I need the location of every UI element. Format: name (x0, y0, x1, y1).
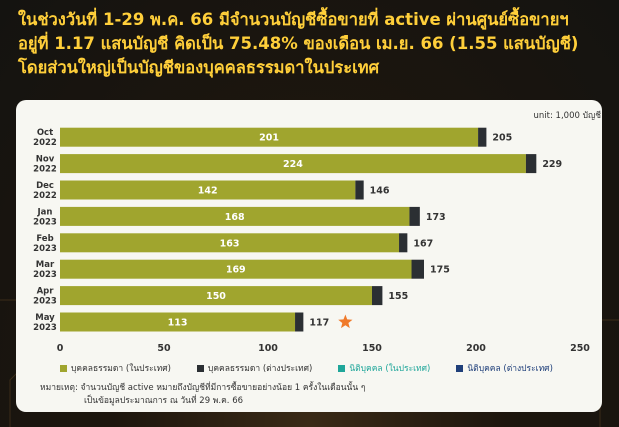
legend-swatch (60, 364, 67, 372)
bar-segment-2 (372, 286, 383, 306)
legend-label: นิติบุคคล (ต่างประเทศ) (467, 364, 553, 374)
bar-segment-1 (60, 312, 296, 332)
legend-swatch (456, 364, 464, 372)
legend-swatch (338, 364, 346, 372)
bar-segment-1 (60, 286, 372, 306)
bar-segment-2 (355, 180, 364, 200)
bar-total-label: 173 (426, 212, 446, 223)
bar-total-label: 175 (430, 265, 450, 276)
category-label: Oct 2022 (33, 128, 57, 148)
x-tick-label: 0 (57, 343, 64, 354)
bar-segment-1 (60, 233, 400, 253)
footnote-line-1: หมายเหตุ: จำนวนบัญชี active หมายถึงบัญชี… (40, 383, 366, 393)
bar-segment-2 (399, 233, 408, 253)
x-tick-label: 200 (466, 343, 486, 354)
bar-segment-1 (60, 206, 410, 226)
bar-value-label: 142 (198, 186, 218, 197)
category-label: Mar 2023 (33, 260, 57, 280)
bar-segment-1 (60, 259, 412, 279)
bar-total-label: 167 (413, 238, 433, 249)
legend-item: บุคคลธรรมดา (ต่างประเทศ) (196, 361, 313, 375)
bar-value-label: 113 (168, 318, 188, 329)
footnote: หมายเหตุ: จำนวนบัญชี active หมายถึงบัญชี… (40, 382, 600, 408)
unit-label: unit: 1,000 บัญชี (533, 111, 601, 121)
bar-segment-2 (525, 154, 537, 174)
bar-value-label: 201 (259, 133, 279, 144)
highlight-star-icon (338, 314, 353, 329)
footnote-line-2: เป็นข้อมูลประมาณการ ณ วันที่ 29 พ.ค. 66 (84, 396, 244, 406)
bar-total-label: 155 (388, 291, 408, 302)
bar-value-label: 169 (226, 265, 246, 276)
bar-segment-2 (295, 312, 304, 332)
bar-segment-1 (60, 180, 356, 200)
category-label: Nov 2022 (33, 155, 57, 175)
legend-item: นิติบุคคล (ในประเทศ) (338, 361, 430, 375)
chart-legend: บุคคลธรรมดา (ในประเทศ) บุคคลธรรมดา (ต่างป… (60, 361, 600, 375)
bar-total-label: 229 (542, 159, 562, 170)
category-label: Dec 2022 (33, 181, 57, 201)
bar-total-label: 205 (492, 133, 512, 144)
bar-segment-2 (411, 259, 424, 279)
category-label: Feb 2023 (33, 234, 57, 254)
bar-total-label: 146 (370, 186, 390, 197)
category-label: May 2023 (33, 313, 57, 333)
bar-segment-2 (478, 127, 487, 147)
legend-label: บุคคลธรรมดา (ต่างประเทศ) (207, 364, 313, 374)
legend-item: บุคคลธรรมดา (ในประเทศ) (60, 361, 171, 375)
legend-label: นิติบุคคล (ในประเทศ) (349, 364, 431, 374)
x-tick-label: 100 (258, 343, 278, 354)
category-label: Jan 2023 (33, 207, 57, 227)
bar-segment-1 (60, 127, 479, 147)
bar-value-label: 168 (225, 212, 245, 223)
headline-line-2: อยู่ที่ 1.17 แสนบัญชี คิดเป็น 75.48% ของ… (18, 34, 579, 53)
headline-line-3: โดยส่วนใหญ่เป็นบัญชีของบุคคลธรรมดาในประเ… (18, 58, 380, 77)
bar-value-label: 163 (220, 238, 240, 249)
bar-segment-2 (409, 206, 420, 226)
legend-swatch (196, 364, 204, 372)
headline-line-1: ในช่วงวันที่ 1-29 พ.ค. 66 มีจำนวนบัญชีซื… (18, 10, 569, 29)
category-label: Apr 2023 (33, 287, 57, 307)
x-tick-label: 150 (362, 343, 382, 354)
headline: ในช่วงวันที่ 1-29 พ.ค. 66 มีจำนวนบัญชีซื… (18, 8, 608, 80)
chart-panel (16, 100, 602, 412)
bar-value-label: 150 (206, 291, 226, 302)
legend-item: นิติบุคคล (ต่างประเทศ) (456, 361, 553, 375)
x-tick-label: 50 (157, 343, 171, 354)
x-tick-label: 250 (570, 343, 590, 354)
legend-label: บุคคลธรรมดา (ในประเทศ) (71, 364, 171, 374)
bar-value-label: 224 (283, 159, 303, 170)
bar-segment-1 (60, 154, 526, 174)
bar-total-label: 117 (309, 318, 329, 329)
